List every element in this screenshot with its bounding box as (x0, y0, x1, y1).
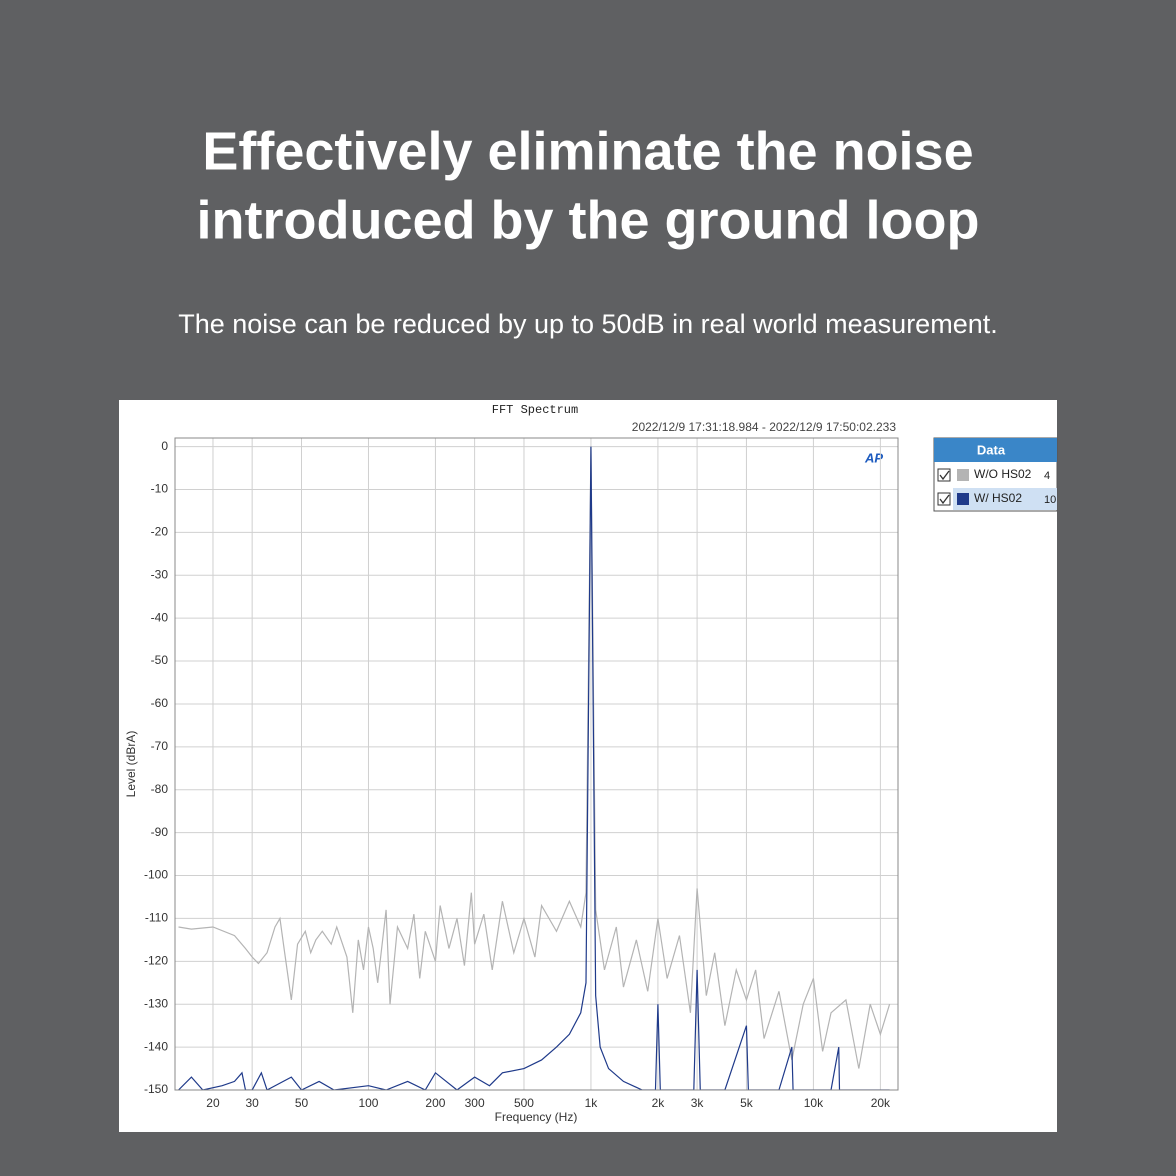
y-tick-label: 0 (161, 439, 168, 453)
x-tick-label: 5k (740, 1096, 754, 1110)
y-tick-label: -110 (145, 911, 168, 925)
y-tick-label: -140 (144, 1039, 168, 1053)
legend-row-highlight (953, 488, 1057, 510)
legend-title: Data (977, 442, 1006, 457)
y-tick-label: -60 (151, 696, 169, 710)
logo: AP (864, 450, 883, 465)
y-tick-label: -20 (151, 525, 169, 539)
series-line (178, 446, 891, 1069)
legend-value: 4 (1044, 470, 1050, 482)
x-tick-label: 3k (691, 1096, 705, 1110)
x-axis-label: Frequency (Hz) (495, 1110, 578, 1124)
y-tick-label: -100 (144, 868, 168, 882)
headline: Effectively eliminate the noise (202, 121, 973, 181)
legend-checkbox (937, 468, 951, 482)
legend-swatch (957, 493, 969, 505)
y-axis-label: Level (dBrA) (124, 731, 138, 798)
y-tick-label: -80 (151, 782, 169, 796)
legend-swatch (957, 469, 969, 481)
y-tick-label: -150 (144, 1082, 168, 1096)
x-tick-label: 200 (425, 1096, 445, 1110)
y-tick-label: -30 (151, 567, 169, 581)
x-tick-label: 30 (245, 1096, 259, 1110)
y-tick-label: -10 (151, 482, 169, 496)
legend-check (939, 494, 950, 505)
x-tick-label: 1k (585, 1096, 599, 1110)
y-tick-label: -120 (144, 953, 168, 967)
legend-label: W/ HS02 (974, 491, 1022, 505)
legend-check (939, 470, 950, 481)
x-tick-label: 10k (804, 1096, 824, 1110)
x-tick-label: 20k (871, 1096, 891, 1110)
legend-label: W/O HS02 (974, 467, 1032, 481)
x-tick-label: 2k (652, 1096, 666, 1110)
x-tick-label: 100 (358, 1096, 378, 1110)
y-tick-label: -130 (144, 996, 168, 1010)
subheadline: The noise can be reduced by up to 50dB i… (178, 309, 997, 339)
x-tick-label: 20 (206, 1096, 220, 1110)
x-tick-label: 500 (514, 1096, 534, 1110)
headline: introduced by the ground loop (197, 190, 980, 250)
series-line (178, 446, 890, 1090)
x-tick-label: 300 (465, 1096, 485, 1110)
x-tick-label: 50 (295, 1096, 309, 1110)
legend: Data W/O HS02 4 W/ HS02 10 (933, 437, 1058, 512)
plot-frame (174, 437, 899, 1091)
y-tick-label: -90 (151, 825, 169, 839)
legend-checkbox (937, 492, 951, 506)
chart-title: FFT Spectrum (492, 403, 578, 417)
plot-lines (178, 446, 891, 1090)
y-tick-label: -40 (151, 610, 169, 624)
legend-value: 10 (1044, 494, 1056, 506)
y-tick-label: -50 (151, 653, 169, 667)
legend-header (934, 438, 1057, 462)
chart-subtitle: 2022/12/9 17:31:18.984 - 2022/12/9 17:50… (632, 420, 897, 434)
y-tick-label: -70 (151, 739, 169, 753)
